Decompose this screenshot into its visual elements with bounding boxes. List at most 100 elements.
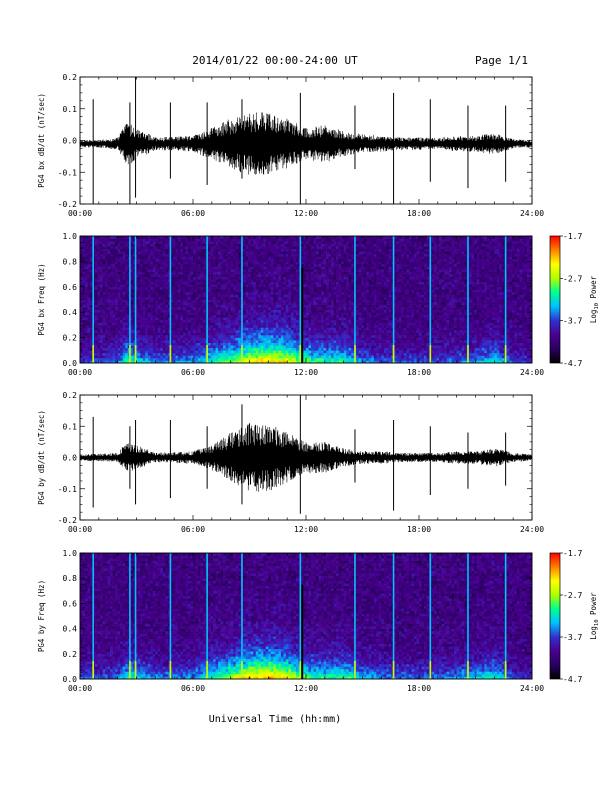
- spectrogram-cell: [132, 342, 136, 346]
- spectrogram-cell: [313, 307, 317, 310]
- spectrogram-cell: [283, 309, 287, 313]
- spectrogram-cell: [293, 294, 297, 298]
- spectrogram-cell: [283, 263, 287, 267]
- spectrogram-cell: [107, 261, 111, 265]
- spectrogram-cell: [225, 261, 229, 265]
- spectrogram-cell: [233, 291, 236, 295]
- spectrogram-cell: [321, 319, 324, 323]
- spectrogram-cell: [308, 350, 312, 354]
- spectrogram-cell: [132, 360, 136, 364]
- spectrogram-cell: [230, 269, 234, 272]
- spectrogram-cell: [213, 324, 216, 328]
- spectrogram-cell: [215, 322, 219, 326]
- spectrogram-cell: [122, 243, 126, 247]
- spectrogram-cell: [193, 266, 196, 270]
- spectrogram-cell: [193, 304, 196, 308]
- spectrogram-cell: [200, 256, 204, 260]
- spectrogram-cell: [157, 243, 161, 247]
- spectrogram-cell: [306, 276, 309, 280]
- spectrogram-cell: [125, 304, 129, 308]
- spectrogram-cell: [203, 332, 206, 336]
- spectrogram-cell: [90, 263, 93, 267]
- spectrogram-cell: [268, 276, 272, 280]
- spectrogram-cell: [110, 307, 113, 310]
- spectrogram-cell: [100, 286, 103, 290]
- spectrogram-cell: [165, 246, 169, 249]
- spectrogram-cell: [132, 266, 136, 270]
- spectrogram-cell: [306, 296, 309, 300]
- spectrogram-cell: [145, 258, 149, 262]
- spectrogram-cell: [135, 276, 139, 280]
- spectrogram-cell: [110, 294, 113, 298]
- spectrogram-cell: [162, 294, 166, 298]
- spectrogram-cell: [175, 329, 179, 333]
- spectrogram-cell: [157, 258, 161, 262]
- spectrogram-cell: [208, 279, 211, 283]
- spectrogram-cell: [245, 309, 249, 313]
- spectrogram-cell: [80, 248, 83, 252]
- spectrogram-cell: [145, 266, 149, 270]
- spectrogram-cell: [185, 246, 189, 249]
- spectrogram-cell: [155, 276, 159, 280]
- spectrogram-cell: [223, 248, 226, 252]
- spectrogram-cell: [110, 302, 113, 305]
- spectrogram-cell: [243, 327, 247, 331]
- spectrogram-cell: [223, 279, 226, 283]
- spectrogram-cell: [285, 284, 289, 288]
- spectrogram-cell: [187, 337, 191, 341]
- spectrogram-cell: [208, 266, 211, 270]
- spectrogram-cell: [125, 314, 129, 318]
- spectrogram-cell: [160, 319, 164, 323]
- spectrogram-cell: [100, 248, 103, 252]
- spectrogram-cell: [285, 327, 289, 331]
- spectrogram-cell: [137, 248, 141, 252]
- spectrogram-cell: [308, 284, 312, 288]
- spectrogram-cell: [293, 236, 297, 239]
- spectrogram-cell: [233, 329, 236, 333]
- spectrogram-cell: [132, 291, 136, 295]
- spectrogram-cell: [258, 335, 262, 338]
- spectrogram-cell: [275, 248, 279, 252]
- spectrogram-cell: [112, 340, 116, 343]
- spectrogram-cell: [172, 357, 176, 361]
- spectrogram-cell: [285, 324, 289, 328]
- spectrogram-cell: [107, 329, 111, 333]
- spectrogram-cell: [233, 312, 236, 316]
- spectrogram-cell: [147, 329, 151, 333]
- spectrogram-cell: [213, 314, 216, 318]
- spectrogram-cell: [218, 256, 221, 260]
- spectrogram-cell: [280, 322, 284, 326]
- spectrogram-cell: [213, 355, 216, 359]
- spectrogram-cell: [170, 266, 174, 270]
- spectrogram-cell: [210, 332, 214, 336]
- spectrogram-cell: [268, 319, 272, 323]
- spectrogram-cell: [117, 322, 121, 326]
- spectrogram-cell: [263, 256, 267, 260]
- y-axis-label: PG4 bx dB/dt (nT/sec): [37, 93, 46, 188]
- spectrogram-cell: [100, 294, 103, 298]
- spectrogram-cell: [316, 337, 319, 341]
- spectrogram-cell: [313, 238, 317, 242]
- spectrogram-cell: [150, 284, 154, 288]
- spectrogram-cell: [273, 248, 277, 252]
- spectrogram-cell: [137, 350, 141, 354]
- spectrogram-cell: [265, 258, 269, 262]
- spectrogram-cell: [107, 360, 111, 364]
- spectrogram-cell: [160, 266, 164, 270]
- spectrogram-cell: [150, 319, 154, 323]
- spectrogram-cell: [213, 319, 216, 323]
- spectrogram-cell: [248, 327, 252, 331]
- spectrogram-cell: [165, 345, 169, 349]
- spectrogram-cell: [306, 263, 309, 267]
- spectrogram-cell: [293, 284, 297, 288]
- spectrogram-cell: [273, 312, 277, 316]
- spectrogram-cell: [112, 291, 116, 295]
- spectrogram-cell: [180, 243, 184, 247]
- spectrogram-cell: [157, 327, 161, 331]
- spectrogram-cell: [255, 246, 259, 249]
- spectrogram-cell: [180, 236, 184, 239]
- spectrogram-cell: [280, 236, 284, 239]
- spectrogram-cell: [145, 309, 149, 313]
- spectrogram-cell: [263, 324, 267, 328]
- spectrogram-cell: [147, 322, 151, 326]
